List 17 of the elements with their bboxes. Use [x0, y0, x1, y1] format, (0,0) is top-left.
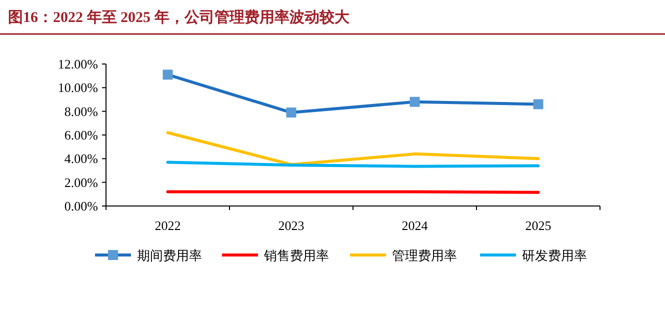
x-tick-label: 2022	[154, 218, 181, 233]
legend-label: 期间费用率	[137, 248, 202, 264]
y-tick-label: 10.00%	[58, 80, 98, 96]
x-tick-label: 2023	[278, 218, 304, 233]
y-tick-label: 8.00%	[64, 104, 98, 119]
x-tick-label: 2024	[402, 218, 428, 233]
y-tick-label: 6.00%	[64, 128, 98, 142]
y-tick-label: 4.00%	[64, 151, 98, 166]
legend-label: 销售费用率	[263, 248, 329, 264]
y-tick-label: 2.00%	[64, 174, 98, 190]
chart-title: 图16：2022 年至 2025 年，公司管理费用率波动较大	[8, 8, 350, 26]
legend-label: 研发费用率	[522, 248, 587, 264]
y-tick-label: 12.00%	[58, 56, 98, 72]
legend-label: 管理费用率	[392, 248, 457, 264]
y-tick-label: 0.00%	[64, 198, 98, 214]
line-series	[166, 131, 540, 166]
x-tick-label: 2025	[525, 218, 552, 233]
